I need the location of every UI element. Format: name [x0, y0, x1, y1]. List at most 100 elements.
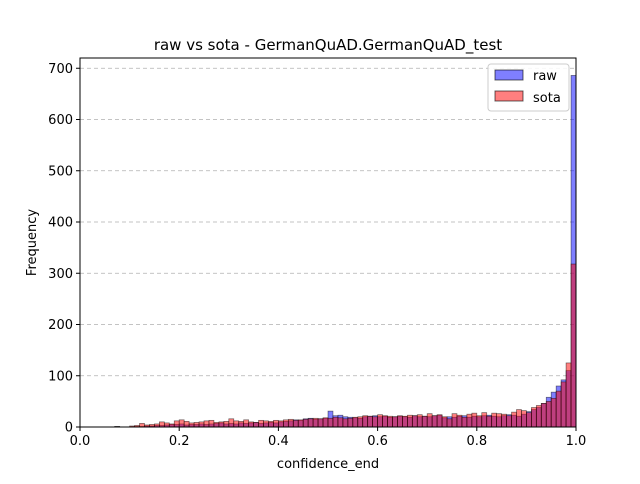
bar-sota	[297, 419, 304, 428]
bar-sota	[372, 416, 378, 428]
bar-sota	[337, 417, 344, 428]
bar-sota	[545, 401, 552, 428]
bar-sota	[387, 415, 393, 428]
legend: raw sota	[487, 63, 570, 112]
bar-sota	[213, 422, 220, 428]
bar-sota	[283, 419, 289, 428]
bar-sota	[486, 415, 493, 428]
bar-sota	[550, 397, 557, 428]
bar-sota	[456, 414, 463, 428]
axis-ticks: 0.0 0.2 0.4 0.6 0.8 1.0 0 100 200 300 400 500 600 700	[48, 62, 586, 449]
grid-lines	[80, 67, 576, 377]
bar-sota	[233, 420, 240, 428]
x-tick-label: 0.0	[70, 434, 91, 449]
bar-sota	[555, 390, 562, 428]
bar-sota	[451, 413, 458, 428]
y-tick-label: 300	[48, 267, 73, 282]
bar-sota	[436, 414, 443, 428]
bar-sota	[377, 414, 383, 428]
bar-sota	[382, 415, 388, 428]
legend-swatch-sota	[494, 90, 524, 102]
bar-sota	[481, 412, 488, 428]
bar-sota	[446, 418, 453, 428]
bar-sota	[466, 413, 473, 428]
bar-sota	[342, 418, 349, 428]
y-tick-label: 500	[48, 164, 73, 179]
plot-frame	[79, 57, 577, 428]
bar-sota	[253, 422, 259, 428]
bar-sota	[367, 415, 373, 428]
bar-sota	[471, 412, 478, 428]
bar-sota	[183, 421, 190, 428]
bar-sota	[327, 417, 334, 428]
y-tick-label: 0	[65, 421, 73, 436]
bar-sota	[173, 420, 180, 428]
y-tick-label: 700	[48, 62, 73, 77]
bar-sota	[287, 418, 294, 428]
bar-sota	[526, 412, 532, 428]
bar-sota	[476, 415, 483, 428]
bar-sota	[188, 422, 195, 428]
y-tick-label: 400	[48, 216, 73, 231]
bar-sota	[228, 418, 235, 428]
bar-sota	[501, 413, 507, 428]
bar-sota	[560, 381, 567, 428]
bar-sota	[416, 414, 423, 428]
bar-sota	[198, 421, 205, 428]
chart-title: raw vs sota - GermanQuAD.GermanQuAD_test	[154, 36, 502, 55]
bar-sota	[540, 403, 547, 428]
bar-sota	[273, 419, 279, 428]
bar-sota	[431, 415, 438, 428]
bar-sota	[317, 418, 324, 428]
bar-sota	[258, 419, 264, 428]
bar-sota	[223, 421, 230, 428]
bar-sota	[332, 416, 339, 428]
bar-sota	[441, 416, 448, 428]
x-tick-label: 0.8	[466, 434, 487, 449]
bar-sota	[402, 415, 408, 428]
x-tick-label: 0.4	[268, 434, 289, 449]
bar-sota	[248, 421, 254, 428]
bar-sota	[511, 411, 517, 428]
x-tick-label: 1.0	[566, 434, 587, 449]
bar-sota	[516, 409, 522, 428]
bar-sota	[426, 413, 433, 428]
bar-sota	[159, 421, 165, 428]
bar-sota	[208, 419, 215, 428]
bar-sota	[218, 421, 225, 428]
bar-sota	[570, 263, 577, 428]
bar-sota	[139, 423, 145, 428]
x-axis-label: confidence_end	[277, 457, 379, 472]
bar-sota	[531, 407, 537, 428]
y-axis-label: Frequency	[25, 209, 40, 276]
bar-sota	[461, 416, 468, 428]
bar-sota	[392, 416, 398, 428]
bar-sota	[521, 410, 527, 428]
bar-sota	[496, 413, 502, 428]
y-tick-label: 200	[48, 318, 73, 333]
bar-sota	[292, 419, 299, 428]
legend-label-raw: raw	[533, 69, 557, 84]
histogram-bars	[114, 75, 577, 428]
bar-sota	[302, 418, 309, 428]
bar-sota	[268, 421, 274, 428]
bar-sota	[203, 420, 210, 428]
bar-sota	[263, 420, 269, 428]
bar-sota	[178, 419, 185, 428]
bar-sota	[491, 412, 497, 428]
bar-sota	[243, 419, 249, 428]
y-tick-label: 600	[48, 113, 73, 128]
bar-sota	[193, 422, 200, 428]
bar-sota	[278, 420, 284, 428]
bar-sota	[362, 415, 369, 428]
bar-sota	[411, 415, 418, 428]
bar-sota	[407, 414, 413, 428]
legend-swatch-raw	[494, 69, 524, 81]
bar-sota	[347, 417, 354, 428]
bar-sota	[565, 362, 572, 428]
x-tick-label: 0.6	[367, 434, 388, 449]
bar-sota	[397, 415, 403, 428]
bar-sota	[312, 417, 319, 428]
